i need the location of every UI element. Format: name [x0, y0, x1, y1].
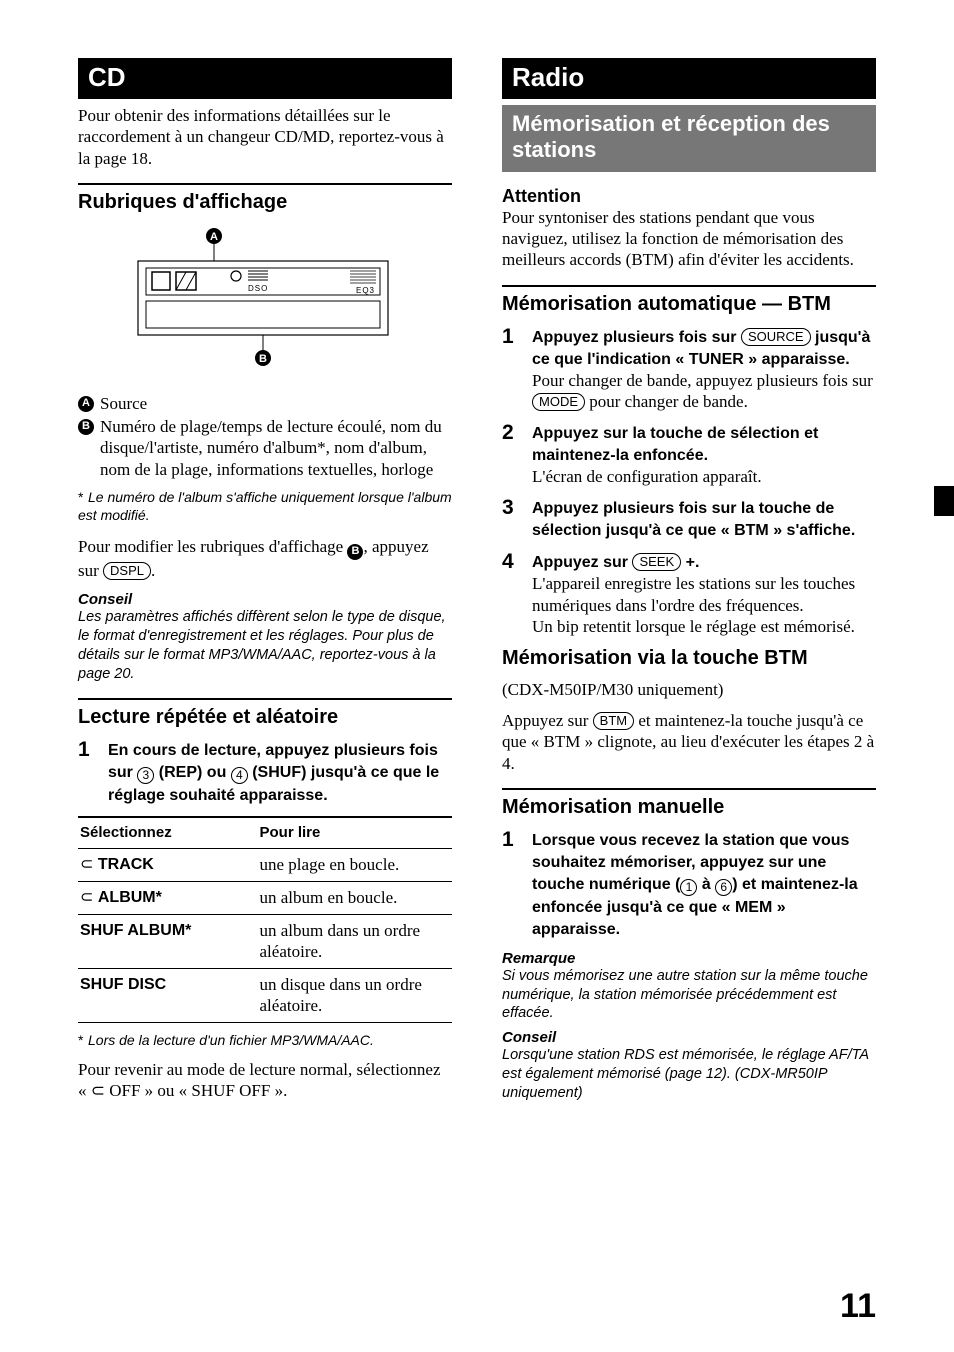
- legend-b-text: Numéro de plage/temps de lecture écoulé,…: [100, 416, 452, 480]
- seek-button-label: SEEK: [632, 553, 681, 571]
- table-row: SHUF DISC un disque dans un ordre aléato…: [78, 969, 452, 1023]
- source-button-label: SOURCE: [741, 328, 811, 346]
- left-column: CD Pour obtenir des informations détaill…: [78, 58, 452, 1112]
- step-number: 2: [502, 422, 520, 487]
- divider: [78, 183, 452, 185]
- repeat-icon: ⊂: [80, 856, 98, 873]
- table-row: SHUF ALBUM* un album dans un ordre aléat…: [78, 915, 452, 969]
- cd-intro: Pour obtenir des informations détaillées…: [78, 105, 452, 169]
- repeat-icon: ⊂: [91, 1081, 105, 1100]
- svg-text:B: B: [259, 353, 267, 365]
- right-column: Radio Mémorisation et réception des stat…: [502, 58, 876, 1112]
- svg-text:DSO: DSO: [248, 284, 268, 293]
- manual-title: Mémorisation manuelle: [502, 796, 876, 819]
- step-number: 1: [78, 739, 96, 806]
- btm-via-sub: (CDX-M50IP/M30 uniquement): [502, 680, 876, 700]
- svg-text:A: A: [210, 231, 218, 243]
- step-number: 3: [502, 497, 520, 541]
- return-normal: Pour revenir au mode de lecture normal, …: [78, 1059, 452, 1102]
- left-step-1: 1 En cours de lecture, appuyez plusieurs…: [78, 739, 452, 806]
- bullet-b-inline-icon: B: [347, 544, 363, 560]
- step-number: 1: [502, 326, 520, 413]
- conseil-head: Conseil: [78, 591, 452, 608]
- legend-b: B Numéro de plage/temps de lecture écoul…: [78, 416, 452, 480]
- right-step-1: 1 Appuyez plusieurs fois sur SOURCE jusq…: [502, 326, 876, 413]
- grey-subheader: Mémorisation et réception des stations: [502, 105, 876, 172]
- remarque-body: Si vous mémorisez une autre station sur …: [502, 967, 876, 1024]
- step-number: 4: [502, 551, 520, 637]
- step-number: 1: [502, 829, 520, 940]
- bullet-b-icon: B: [78, 419, 94, 435]
- lecture-title: Lecture répétée et aléatoire: [78, 706, 452, 729]
- attention-body: Pour syntoniser des stations pendant que…: [502, 207, 876, 271]
- key-6-icon: 6: [715, 879, 732, 896]
- rubriques-title: Rubriques d'affichage: [78, 191, 452, 214]
- divider: [502, 285, 876, 287]
- side-tab: [934, 486, 954, 516]
- col-select: Sélectionnez: [78, 817, 258, 849]
- page-number: 11: [840, 1287, 876, 1326]
- dspl-button-label: DSPL: [103, 562, 151, 580]
- bullet-a-icon: A: [78, 396, 94, 412]
- attention-head: Attention: [502, 186, 876, 207]
- table-row: ⊂ TRACK une plage en boucle.: [78, 848, 452, 881]
- col-play: Pour lire: [258, 817, 452, 849]
- legend-a-text: Source: [100, 393, 147, 414]
- modify-text: Pour modifier les rubriques d'affichage …: [78, 536, 452, 581]
- footnote-album: *Le numéro de l'album s'affiche uniqueme…: [78, 488, 452, 524]
- cd-header: CD: [78, 58, 452, 99]
- legend-a: A Source: [78, 393, 452, 414]
- remarque-head: Remarque: [502, 950, 876, 967]
- conseil-head-right: Conseil: [502, 1029, 876, 1046]
- table-row: ⊂ ALBUM* un album en boucle.: [78, 882, 452, 915]
- key-1-icon: 1: [680, 879, 697, 896]
- conseil-body: Les paramètres affichés diffèrent selon …: [78, 608, 452, 683]
- right-step-4: 4 Appuyez sur SEEK +. L'appareil enregis…: [502, 551, 876, 637]
- display-diagram: A DSO: [118, 224, 452, 379]
- key-4-icon: 4: [231, 767, 248, 784]
- mode-button-label: MODE: [532, 393, 585, 411]
- right-step-2: 2 Appuyez sur la touche de sélection et …: [502, 422, 876, 487]
- divider: [502, 788, 876, 790]
- radio-header: Radio: [502, 58, 876, 99]
- key-3-icon: 3: [137, 767, 154, 784]
- play-mode-table: Sélectionnez Pour lire ⊂ TRACK une plage…: [78, 816, 452, 1023]
- btm-button-label: BTM: [593, 712, 634, 730]
- footnote-mp3: *Lors de la lecture d'un fichier MP3/WMA…: [78, 1031, 452, 1049]
- btm-via-title: Mémorisation via la touche BTM: [502, 647, 876, 670]
- conseil-body-right: Lorsqu'une station RDS est mémorisée, le…: [502, 1046, 876, 1103]
- btm-via-body: Appuyez sur BTM et maintenez-la touche j…: [502, 710, 876, 774]
- right-step-3: 3 Appuyez plusieurs fois sur la touche d…: [502, 497, 876, 541]
- repeat-icon: ⊂: [80, 889, 98, 906]
- step4-body: L'appareil enregistre les stations sur l…: [532, 574, 855, 636]
- manual-step-1: 1 Lorsque vous recevez la station que vo…: [502, 829, 876, 940]
- two-column-layout: CD Pour obtenir des informations détaill…: [78, 58, 876, 1112]
- btm-title: Mémorisation automatique — BTM: [502, 293, 876, 316]
- divider: [78, 698, 452, 700]
- svg-text:EQ3: EQ3: [356, 286, 375, 295]
